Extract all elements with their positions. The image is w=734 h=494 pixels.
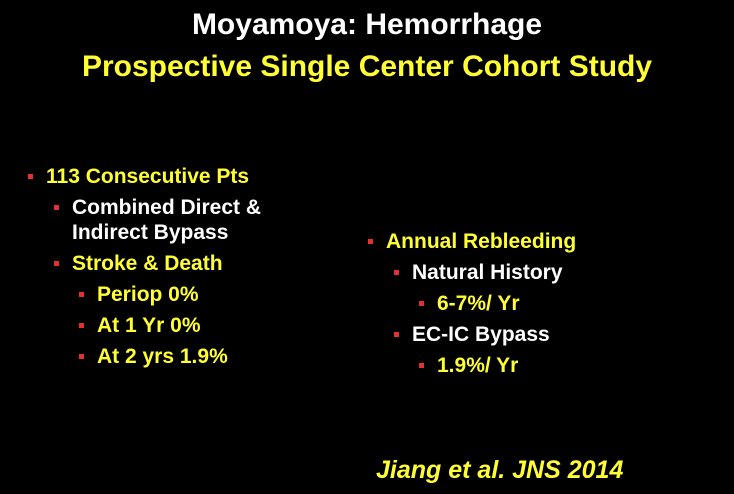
bullet-item: Stroke & Death (54, 251, 326, 276)
bullet-item: Natural History (394, 260, 696, 285)
bullet-item: 6-7%/ Yr (419, 291, 696, 316)
bullet-item: 1.9%/ Yr (419, 353, 696, 378)
bullet-item: EC-IC Bypass (394, 322, 696, 347)
bullet-item: At 2 yrs 1.9% (79, 344, 326, 369)
bullet-item: Combined Direct & Indirect Bypass (54, 195, 326, 245)
bullet-item: At 1 Yr 0% (79, 313, 326, 338)
right-column: Annual Rebleeding Natural History 6-7%/ Yr… (366, 229, 696, 384)
bullet-item: 113 Consecutive Pts (28, 164, 326, 189)
bullet-item: Periop 0% (79, 282, 326, 307)
subtitle: Prospective Single Center Cohort Study (81, 50, 653, 83)
bullet-item: Annual Rebleeding (368, 229, 696, 254)
left-column: 113 Consecutive Pts Combined Direct & Ind… (26, 164, 326, 375)
title: Moyamoya: Hemorrhage (191, 8, 543, 41)
citation: Jiang et al. JNS 2014 (376, 456, 624, 484)
